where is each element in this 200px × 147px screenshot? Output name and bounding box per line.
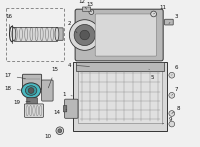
Circle shape [74, 25, 95, 46]
Text: 5: 5 [149, 69, 154, 80]
FancyBboxPatch shape [82, 7, 91, 11]
FancyBboxPatch shape [78, 70, 162, 123]
Ellipse shape [25, 86, 37, 95]
Ellipse shape [12, 27, 16, 41]
FancyBboxPatch shape [56, 28, 63, 40]
Text: 9: 9 [162, 117, 173, 124]
Ellipse shape [55, 27, 59, 41]
FancyBboxPatch shape [65, 99, 78, 118]
Circle shape [169, 111, 175, 116]
FancyBboxPatch shape [42, 80, 53, 101]
Circle shape [28, 88, 34, 93]
Text: 17: 17 [5, 73, 25, 79]
Text: 12: 12 [78, 0, 87, 9]
Ellipse shape [22, 83, 41, 98]
FancyBboxPatch shape [22, 74, 42, 90]
Text: 2: 2 [68, 21, 77, 33]
Text: 3: 3 [169, 14, 178, 24]
FancyBboxPatch shape [27, 98, 37, 105]
FancyBboxPatch shape [165, 19, 173, 25]
Text: 4: 4 [68, 63, 90, 68]
FancyBboxPatch shape [76, 62, 164, 71]
Text: 11: 11 [154, 5, 167, 14]
Text: 15: 15 [48, 67, 59, 88]
Text: 10: 10 [45, 132, 57, 139]
Text: 8: 8 [172, 106, 180, 113]
Text: 19: 19 [13, 100, 30, 105]
FancyBboxPatch shape [63, 106, 67, 112]
Text: 14: 14 [53, 110, 67, 115]
Text: 6: 6 [172, 65, 178, 75]
Text: 1: 1 [62, 92, 72, 97]
Circle shape [169, 121, 175, 127]
FancyBboxPatch shape [73, 62, 167, 131]
Circle shape [169, 92, 175, 98]
FancyBboxPatch shape [24, 104, 44, 117]
FancyBboxPatch shape [95, 14, 156, 56]
FancyBboxPatch shape [75, 9, 163, 61]
Text: 16: 16 [6, 14, 13, 31]
Text: 18: 18 [5, 86, 21, 91]
Circle shape [69, 20, 100, 50]
FancyBboxPatch shape [14, 27, 57, 41]
Circle shape [169, 72, 175, 78]
Circle shape [58, 129, 62, 133]
Text: 7: 7 [172, 87, 178, 95]
Circle shape [89, 10, 94, 14]
Circle shape [80, 30, 89, 40]
Circle shape [56, 127, 64, 135]
Text: 13: 13 [86, 2, 93, 12]
Circle shape [151, 11, 156, 17]
